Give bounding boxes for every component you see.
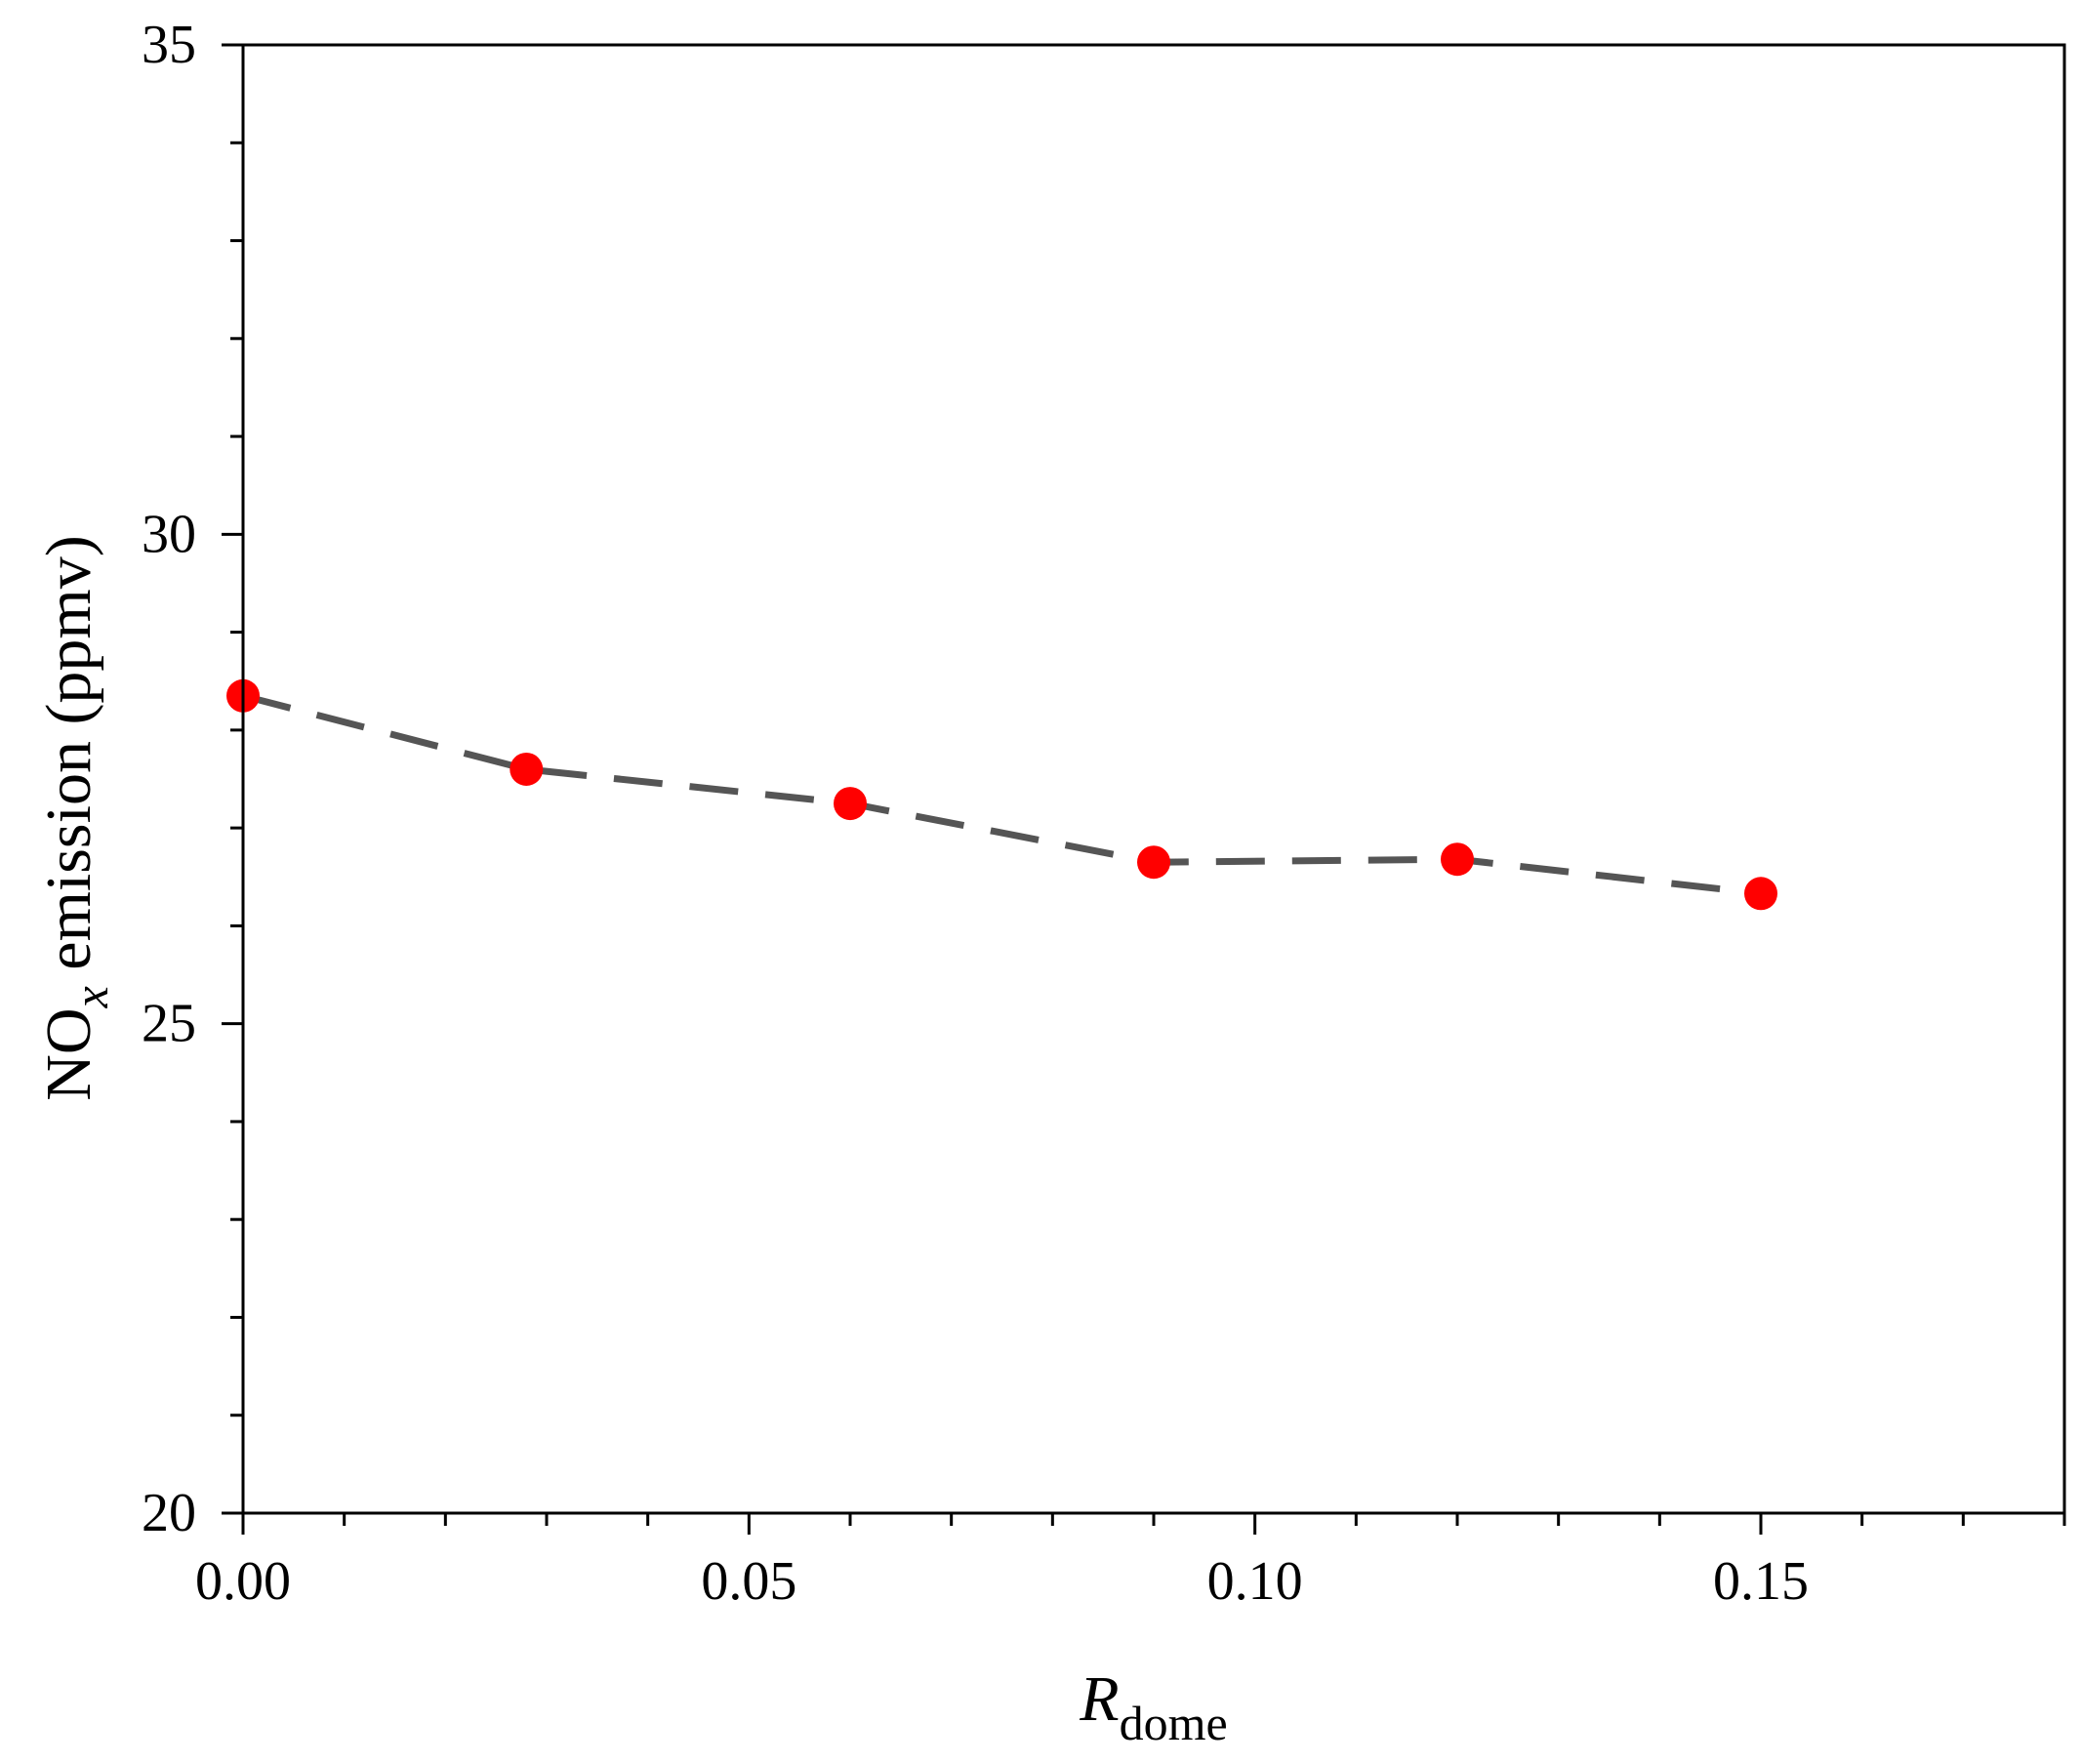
data-point <box>510 752 544 786</box>
x-axis-title-main: R <box>1079 1663 1119 1735</box>
y-tick-label: 30 <box>142 504 196 564</box>
y-axis-title-suffix: emission (ppmv) <box>33 535 104 986</box>
data-point <box>834 787 867 821</box>
data-point <box>1137 845 1170 880</box>
axis-ticks <box>222 43 2066 1535</box>
series-line <box>242 692 1762 897</box>
series-points <box>226 678 1777 911</box>
series-lines <box>242 692 1762 897</box>
x-tick-label: 0.10 <box>1207 1551 1303 1612</box>
x-axis-title: Rdome <box>1079 1663 1227 1750</box>
y-tick-label: 35 <box>142 15 196 75</box>
x-tick-label: 0.05 <box>701 1551 796 1612</box>
data-point <box>1441 842 1474 877</box>
data-point <box>1744 877 1777 911</box>
x-axis-title-sub: dome <box>1120 1696 1228 1750</box>
y-tick-label: 25 <box>142 994 196 1054</box>
y-axis-title-sub: x <box>63 986 118 1008</box>
x-tick-label: 0.00 <box>195 1551 291 1612</box>
tick-labels: 0.00 0.05 0.10 0.15 20 25 30 35 <box>142 15 1809 1612</box>
x-tick-label: 0.15 <box>1713 1551 1809 1612</box>
y-axis-title-prefix: NO <box>33 1007 104 1100</box>
y-axis-title: NOx emission (ppmv) <box>33 535 118 1101</box>
y-tick-label: 20 <box>142 1483 196 1543</box>
plot-frame <box>241 43 2066 1515</box>
